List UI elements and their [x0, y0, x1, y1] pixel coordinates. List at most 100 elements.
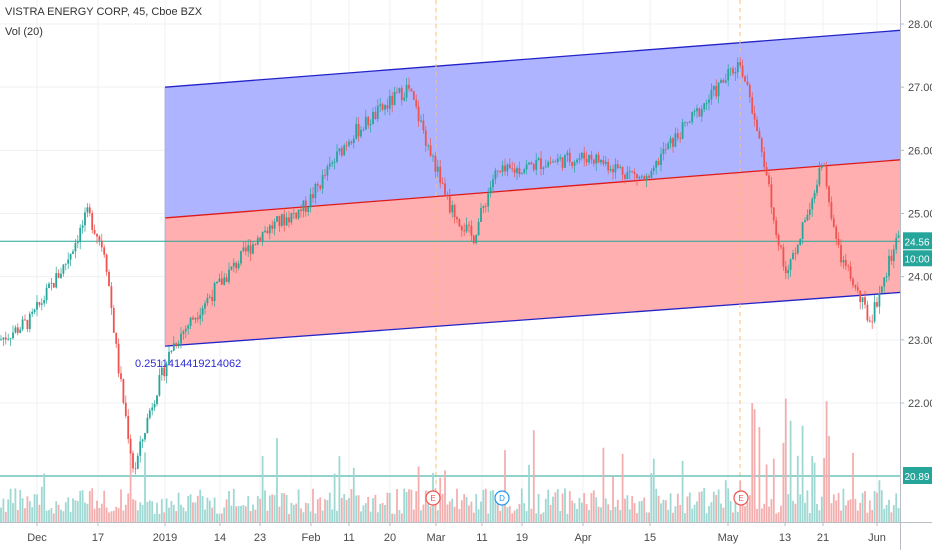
volume-bar — [249, 511, 252, 522]
volume-bar — [379, 504, 382, 522]
volume-bar — [484, 488, 487, 522]
volume-bar — [482, 489, 485, 522]
volume-bar — [703, 488, 706, 522]
candle-body — [276, 216, 278, 222]
volume-bar — [794, 503, 797, 522]
volume-bar — [192, 502, 194, 522]
volume-bar — [204, 509, 206, 522]
volume-bar — [158, 513, 161, 522]
candle-body — [211, 296, 214, 301]
candle-body — [763, 151, 766, 167]
candle-body — [228, 269, 230, 283]
volume-bar — [300, 508, 302, 522]
candle-body — [259, 237, 262, 242]
channel-lower-fill — [165, 159, 900, 347]
candle-body — [508, 164, 511, 169]
candle-body — [669, 138, 672, 144]
volume-bar — [559, 511, 562, 522]
candle-body — [398, 88, 401, 93]
volume-bar — [333, 473, 336, 522]
volume-bar — [144, 452, 146, 522]
volume-bar — [285, 494, 288, 522]
volume-bar — [753, 409, 756, 522]
candle-body — [592, 159, 595, 164]
volume-bar — [705, 513, 708, 522]
volume-bar — [91, 488, 94, 522]
candle-body — [650, 170, 653, 178]
candle-body — [662, 149, 665, 154]
candle-body — [127, 416, 130, 439]
volume-bar — [770, 499, 773, 522]
candle-body — [722, 80, 725, 83]
candle-body — [772, 207, 775, 221]
candle-body — [391, 95, 394, 105]
candle-body — [753, 113, 756, 120]
volume-bar — [43, 473, 46, 522]
candle-body — [856, 287, 859, 291]
candle-body — [338, 148, 341, 152]
candle-body — [679, 138, 682, 139]
volume-bar — [362, 505, 365, 522]
candle-body — [415, 99, 418, 107]
candle-body — [808, 209, 811, 215]
candle-body — [561, 157, 564, 168]
candle-body — [432, 155, 434, 157]
candle-body — [564, 154, 566, 168]
candle-body — [489, 187, 492, 194]
candle-body — [376, 105, 379, 119]
volume-bar — [444, 470, 446, 522]
candle-body — [45, 288, 48, 301]
candle-body — [408, 84, 410, 89]
candle-body — [163, 367, 166, 377]
candle-body — [254, 244, 257, 246]
candle-body — [213, 283, 216, 301]
candle-body — [136, 455, 139, 469]
candle-body — [674, 133, 677, 147]
time-tick-label: 15 — [644, 532, 656, 544]
volume-bar — [357, 495, 360, 522]
candle-body — [832, 218, 835, 227]
volume-bar — [511, 513, 514, 522]
volume-bar — [619, 510, 622, 522]
candle-body — [235, 262, 238, 269]
volume-bar — [681, 460, 684, 522]
candle-body — [48, 283, 50, 289]
candle-body — [566, 152, 569, 155]
volume-bar — [758, 427, 761, 522]
volume-bar — [477, 509, 480, 522]
time-tick-label: 2019 — [153, 532, 177, 544]
volume-bar — [684, 513, 686, 522]
candle-body — [684, 122, 686, 124]
countdown-label: 10:00 — [904, 254, 929, 265]
candle-body — [177, 343, 180, 347]
candle-body — [571, 162, 574, 166]
candle-body — [98, 236, 101, 241]
volume-bar — [436, 510, 439, 522]
volume-bar — [424, 490, 427, 522]
candle-body — [717, 82, 720, 97]
volume-bar — [328, 492, 331, 522]
candle-body — [278, 216, 281, 226]
volume-bar — [532, 430, 535, 522]
volume-bar — [820, 496, 823, 522]
volume-bar — [369, 511, 372, 522]
volume-bar — [561, 493, 564, 522]
volume-bar — [348, 497, 350, 522]
volume-bar — [542, 512, 545, 522]
candle-body — [132, 453, 134, 469]
candle-body — [86, 207, 89, 213]
candle-body — [256, 237, 259, 245]
volume-bar — [52, 513, 55, 522]
candle-body — [33, 309, 36, 312]
candle-body — [81, 225, 84, 228]
candle-body — [348, 141, 350, 146]
candle-body — [168, 351, 170, 364]
volume-bar — [710, 502, 713, 522]
volume-bar — [26, 496, 29, 522]
candle-body — [895, 237, 898, 250]
volume-bar — [691, 508, 694, 522]
volume-bar — [602, 447, 605, 522]
volume-bar — [360, 511, 362, 522]
candle-body — [220, 278, 223, 285]
